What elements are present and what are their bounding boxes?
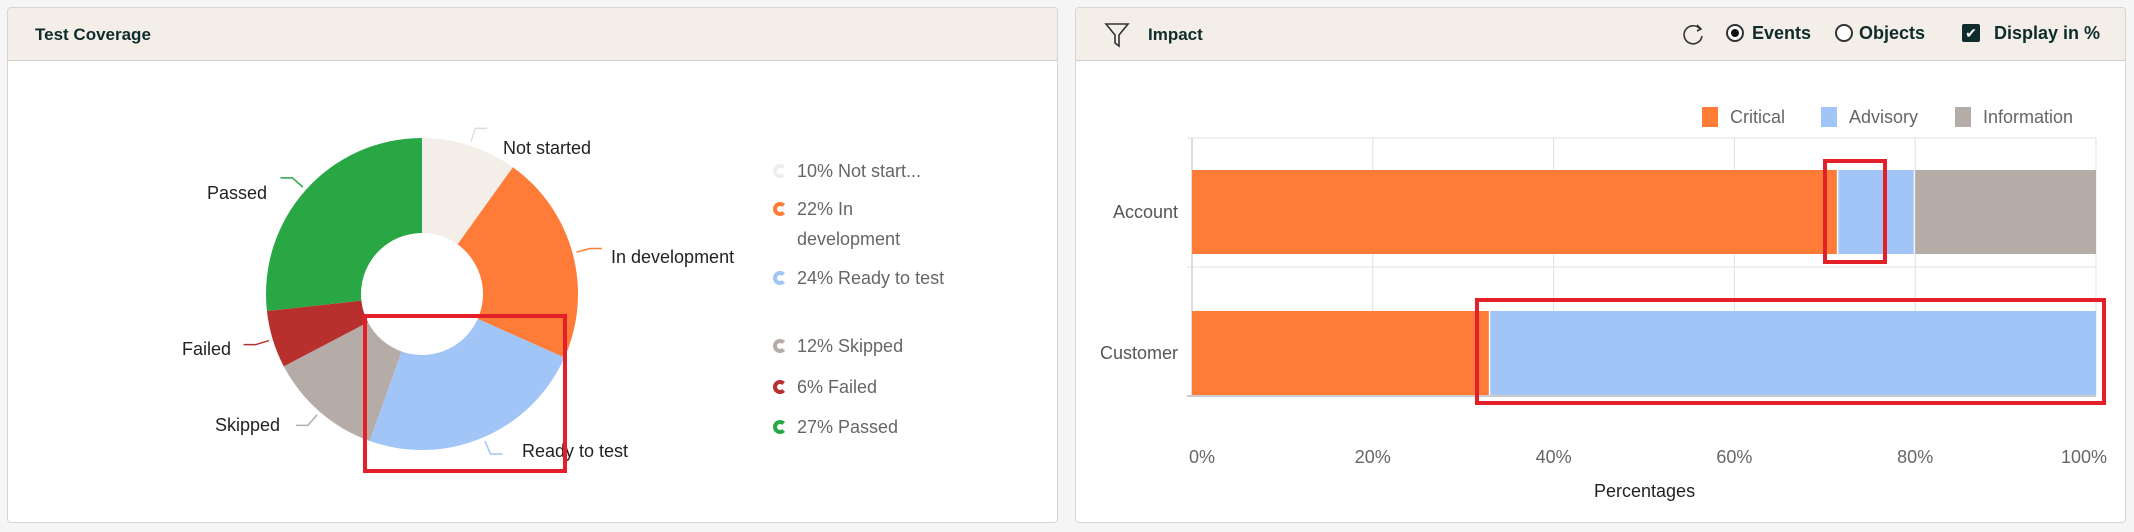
label-connector xyxy=(295,414,318,427)
legend-ring-icon xyxy=(773,420,787,434)
legend-item[interactable]: Information xyxy=(1983,107,2074,127)
bar-account-advisory[interactable] xyxy=(1838,170,1914,254)
pie-label: Ready to test xyxy=(522,441,629,461)
pie-slice-passed[interactable] xyxy=(266,138,422,311)
donut-chart xyxy=(243,127,602,455)
label-connector xyxy=(470,127,488,142)
legend-ring-icon xyxy=(773,380,787,394)
x-tick-label: 20% xyxy=(1354,447,1391,467)
legend-item[interactable]: Advisory xyxy=(1849,107,1919,127)
x-tick-label: 0% xyxy=(1188,447,1216,467)
filter-icon[interactable] xyxy=(1104,21,1130,49)
x-tick-label: 80% xyxy=(1897,447,1934,467)
pie-label: In development xyxy=(611,247,735,267)
legend-item[interactable]: 10% Not start... xyxy=(773,156,957,186)
legend-item[interactable]: Critical xyxy=(1730,107,1786,127)
label-connector xyxy=(484,440,503,455)
stacked-bar-chart xyxy=(1187,107,2097,397)
bar-account-information[interactable] xyxy=(1915,170,2096,254)
label-connector xyxy=(280,177,304,188)
label-connector xyxy=(243,339,270,346)
legend-item[interactable]: 6% Failed xyxy=(773,372,957,402)
panel-title: Test Coverage xyxy=(35,25,151,44)
bar-customer-critical[interactable] xyxy=(1192,311,1489,395)
x-tick-label: 40% xyxy=(1535,447,1572,467)
pie-label: Failed xyxy=(182,339,232,359)
pie-label: Skipped xyxy=(215,415,281,435)
legend-item[interactable]: 27% Passed xyxy=(773,412,957,442)
impact-panel: Impact Events Objects ✔ Display in % 0% 2… xyxy=(1075,7,2126,523)
test-coverage-panel: Test Coverage Not started In development R… xyxy=(7,7,1058,523)
x-tick-label: 100% xyxy=(2060,447,2108,467)
bar-customer-advisory[interactable] xyxy=(1490,311,2096,395)
label-connector xyxy=(576,247,602,253)
pie-slice-not-started[interactable] xyxy=(422,138,513,245)
legend-ring-icon xyxy=(773,339,787,353)
legend-ring-icon xyxy=(773,202,787,216)
events-label[interactable]: Events xyxy=(1752,23,1812,43)
legend-ring-icon xyxy=(773,164,787,178)
highlight-box xyxy=(1475,298,2106,405)
pie-label: Not started xyxy=(503,138,592,158)
objects-radio[interactable] xyxy=(1835,24,1853,42)
bar-account-critical[interactable] xyxy=(1192,170,1837,254)
events-radio[interactable] xyxy=(1726,24,1744,42)
x-axis-title: Percentages xyxy=(1594,481,1696,501)
legend-swatch xyxy=(1702,107,1718,127)
x-tick-label: 60% xyxy=(1716,447,1753,467)
display-percent-checkbox[interactable]: ✔ xyxy=(1962,24,1980,42)
legend-item[interactable]: 12% Skipped xyxy=(773,331,957,361)
refresh-icon[interactable] xyxy=(1680,22,1706,48)
y-category-label: Account xyxy=(1112,202,1178,222)
objects-label[interactable]: Objects xyxy=(1859,23,1926,43)
pie-slice-ready-to-test[interactable] xyxy=(369,318,565,450)
panel-header: Test Coverage xyxy=(8,8,1057,61)
pie-slice-in-development[interactable] xyxy=(457,167,578,358)
highlight-box xyxy=(1823,159,1887,264)
y-category-label: Customer xyxy=(1099,343,1178,363)
panel-title: Impact xyxy=(1148,25,1203,44)
display-percent-label[interactable]: Display in % xyxy=(1994,23,2101,43)
pie-slice-failed[interactable] xyxy=(266,300,368,367)
highlight-box xyxy=(363,314,567,473)
legend-item[interactable]: 22% In development xyxy=(773,194,957,254)
pie-slice-skipped[interactable] xyxy=(283,322,402,441)
pie-label: Passed xyxy=(207,183,268,203)
panel-header: Impact Events Objects ✔ Display in % xyxy=(1076,8,2125,61)
legend-swatch xyxy=(1955,107,1971,127)
legend-ring-icon xyxy=(773,271,787,285)
legend-swatch xyxy=(1821,107,1837,127)
legend-item[interactable]: 24% Ready to test xyxy=(773,263,957,293)
